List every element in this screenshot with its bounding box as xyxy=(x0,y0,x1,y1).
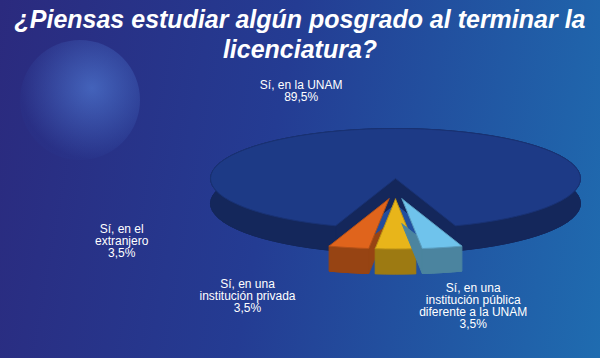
svg-text:Sí, en la UNAM89,5%: Sí, en la UNAM89,5% xyxy=(260,78,343,104)
svg-text:Sí, en unainstitución privada3: Sí, en unainstitución privada3,5% xyxy=(199,277,295,315)
svg-text:Sí, en elextranjero3,5%: Sí, en elextranjero3,5% xyxy=(95,222,149,260)
html-text:¿Piensas estudiar algún posgra: ¿Piensas estudiar algún posgrado al term… xyxy=(14,5,586,63)
svg-text:Sí, en unainstitución públicad: Sí, en unainstitución públicadiferente a… xyxy=(419,281,527,331)
